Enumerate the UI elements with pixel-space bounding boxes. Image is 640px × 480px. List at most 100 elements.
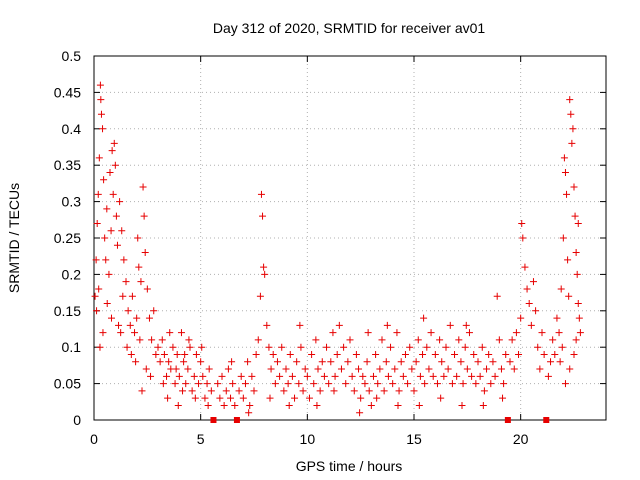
data-point <box>330 387 338 395</box>
data-point <box>93 219 101 227</box>
data-point <box>124 307 132 315</box>
gap-marker <box>504 417 511 423</box>
data-point <box>205 365 213 373</box>
data-point <box>138 387 146 395</box>
y-tick-label: 0 <box>73 412 81 428</box>
data-point <box>355 365 363 373</box>
data-point <box>549 336 557 344</box>
data-point <box>154 343 162 351</box>
x-axis: 0 5 10 15 20 <box>90 56 529 447</box>
data-point <box>109 190 117 198</box>
data-point <box>557 285 565 293</box>
y-tick-label: 0.5 <box>62 48 82 64</box>
data-point <box>569 125 577 133</box>
data-point <box>132 358 140 366</box>
data-point <box>271 380 279 388</box>
data-point <box>169 343 177 351</box>
data-point <box>561 380 569 388</box>
data-point <box>218 372 226 380</box>
gap-marker <box>543 417 550 423</box>
data-point <box>493 292 501 300</box>
data-point <box>101 234 109 242</box>
data-point <box>107 314 115 322</box>
y-axis-title: SRMTID / TECUs <box>6 183 22 293</box>
data-point <box>303 372 311 380</box>
data-point <box>96 343 104 351</box>
data-point <box>556 358 564 366</box>
data-point <box>135 263 143 271</box>
data-point <box>574 219 582 227</box>
data-point <box>295 380 303 388</box>
x-tick-label: 5 <box>197 431 205 447</box>
data-point <box>470 350 478 358</box>
data-point <box>199 372 207 380</box>
data-point <box>356 409 364 417</box>
data-point <box>97 96 105 104</box>
data-point <box>308 350 316 358</box>
data-point <box>318 358 326 366</box>
data-point <box>571 212 579 220</box>
data-point <box>158 336 166 344</box>
data-point <box>261 270 269 278</box>
data-point <box>519 234 527 242</box>
data-point <box>128 292 136 300</box>
data-point <box>241 380 249 388</box>
data-point <box>316 387 324 395</box>
data-point <box>97 110 105 118</box>
data-point <box>518 219 526 227</box>
data-point <box>565 292 573 300</box>
data-point <box>389 380 397 388</box>
data-point <box>137 278 145 286</box>
data-point <box>152 350 160 358</box>
data-point <box>106 168 114 176</box>
data-point <box>269 350 277 358</box>
data-point <box>440 372 448 380</box>
data-point <box>538 329 546 337</box>
data-point <box>415 401 423 409</box>
data-point <box>99 329 107 337</box>
data-point <box>348 372 356 380</box>
data-point <box>216 394 224 402</box>
data-point <box>465 329 473 337</box>
data-point <box>282 365 290 373</box>
data-point <box>299 387 307 395</box>
data-point <box>378 336 386 344</box>
data-point <box>100 176 108 184</box>
grid-lines <box>94 56 606 420</box>
data-point <box>165 358 173 366</box>
data-point <box>182 380 190 388</box>
data-point <box>547 358 555 366</box>
data-point <box>457 358 465 366</box>
data-point <box>107 227 115 235</box>
data-point <box>437 394 445 402</box>
data-point <box>133 314 141 322</box>
data-point <box>103 300 111 308</box>
data-point <box>140 212 148 220</box>
data-point <box>329 329 337 337</box>
data-point <box>500 380 508 388</box>
y-axis: 0 0.05 0.1 0.15 0.2 0.25 0.3 0.35 0.4 0.45 0.5 <box>54 48 606 428</box>
y-tick-label: 0.2 <box>62 266 82 282</box>
data-point <box>357 394 365 402</box>
data-point <box>191 394 199 402</box>
data-point <box>563 190 571 198</box>
data-point <box>350 387 358 395</box>
data-point <box>429 372 437 380</box>
data-point <box>120 256 128 264</box>
data-point <box>517 314 525 322</box>
data-point <box>463 365 471 373</box>
data-point <box>380 387 388 395</box>
data-point <box>427 329 435 337</box>
data-point <box>239 394 247 402</box>
data-point <box>92 256 100 264</box>
data-point <box>250 387 258 395</box>
data-point <box>352 350 360 358</box>
data-point <box>171 380 179 388</box>
data-point <box>284 380 292 388</box>
data-point <box>313 401 321 409</box>
data-point <box>397 358 405 366</box>
data-point <box>122 278 130 286</box>
data-point <box>376 365 384 373</box>
data-point <box>399 372 407 380</box>
